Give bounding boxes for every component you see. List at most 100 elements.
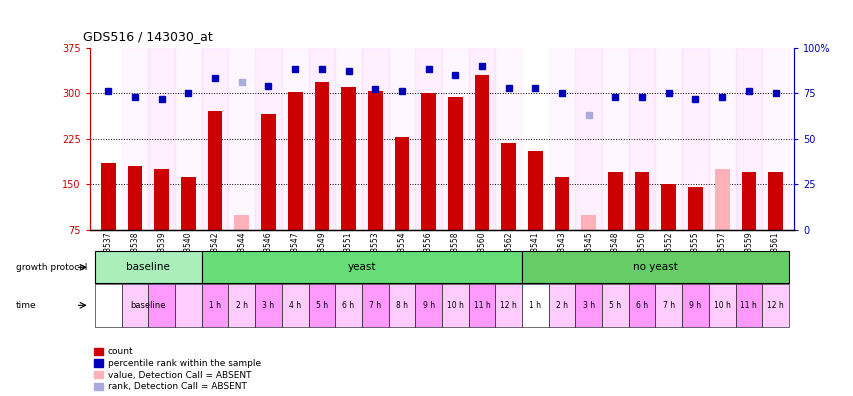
Text: 12 h: 12 h	[500, 301, 516, 310]
Bar	[394, 137, 409, 230]
Bar	[688, 187, 702, 230]
Bar	[388, 48, 415, 230]
Bar	[207, 111, 222, 230]
Bar	[95, 251, 201, 283]
Text: 1 h: 1 h	[529, 301, 541, 310]
Legend: count, percentile rank within the sample, value, Detection Call = ABSENT, rank, : count, percentile rank within the sample…	[94, 347, 260, 392]
Bar	[581, 215, 595, 230]
Bar	[281, 48, 308, 230]
Bar	[308, 284, 335, 327]
Bar	[628, 284, 655, 327]
Bar	[762, 284, 788, 327]
Text: 10 h: 10 h	[713, 301, 730, 310]
Bar	[362, 48, 388, 230]
Bar	[628, 48, 655, 230]
Bar	[521, 251, 788, 283]
Bar	[181, 177, 195, 230]
Bar	[708, 48, 734, 230]
Bar	[287, 92, 302, 230]
Text: 9 h: 9 h	[422, 301, 434, 310]
Bar	[122, 48, 148, 230]
Bar	[734, 284, 762, 327]
Text: 11 h: 11 h	[473, 301, 490, 310]
Text: 6 h: 6 h	[635, 301, 647, 310]
Bar	[607, 172, 622, 230]
Bar	[229, 284, 255, 327]
Bar	[261, 114, 276, 230]
Bar	[415, 48, 442, 230]
Bar	[575, 284, 601, 327]
Text: 2 h: 2 h	[555, 301, 567, 310]
Bar	[415, 284, 442, 327]
Bar	[655, 48, 682, 230]
Bar	[548, 48, 575, 230]
Bar	[634, 172, 648, 230]
Bar	[554, 177, 569, 230]
Text: 3 h: 3 h	[582, 301, 594, 310]
Text: 5 h: 5 h	[609, 301, 621, 310]
Bar	[341, 87, 356, 230]
Bar	[175, 48, 201, 230]
Bar	[601, 284, 628, 327]
Text: 7 h: 7 h	[368, 301, 380, 310]
Bar	[362, 284, 388, 327]
Bar	[255, 48, 281, 230]
Bar	[235, 215, 249, 230]
Bar	[601, 48, 628, 230]
Bar	[442, 284, 468, 327]
Bar	[468, 284, 495, 327]
Bar	[708, 284, 734, 327]
Bar	[548, 284, 575, 327]
Bar	[128, 166, 142, 230]
Bar	[148, 284, 175, 327]
Text: 3 h: 3 h	[262, 301, 274, 310]
Text: yeast: yeast	[347, 262, 375, 272]
Bar	[521, 284, 548, 327]
Text: 2 h: 2 h	[235, 301, 247, 310]
Bar	[229, 48, 255, 230]
Text: baseline: baseline	[131, 301, 166, 310]
Bar	[734, 48, 762, 230]
Text: baseline: baseline	[126, 262, 170, 272]
Text: 8 h: 8 h	[396, 301, 408, 310]
Text: time: time	[15, 301, 37, 310]
Bar	[682, 284, 708, 327]
Bar	[154, 169, 169, 230]
Bar	[740, 172, 755, 230]
Bar	[762, 48, 788, 230]
Bar	[442, 48, 468, 230]
Bar	[655, 284, 682, 327]
Bar	[314, 82, 328, 230]
Bar	[448, 97, 462, 230]
Text: no yeast: no yeast	[632, 262, 677, 272]
Bar	[335, 48, 362, 230]
Bar	[388, 284, 415, 327]
Bar	[661, 184, 676, 230]
Bar	[682, 48, 708, 230]
Bar	[495, 48, 521, 230]
Bar	[281, 284, 308, 327]
Bar	[421, 93, 435, 230]
Text: 5 h: 5 h	[316, 301, 328, 310]
Text: 10 h: 10 h	[446, 301, 463, 310]
Bar	[368, 91, 382, 230]
Bar	[474, 75, 489, 230]
Bar	[575, 48, 601, 230]
Text: 1 h: 1 h	[209, 301, 221, 310]
Bar	[527, 151, 542, 230]
Bar	[201, 251, 521, 283]
Text: 4 h: 4 h	[289, 301, 301, 310]
Bar	[175, 284, 201, 327]
Bar	[255, 284, 281, 327]
Bar	[201, 284, 229, 327]
Bar	[308, 48, 335, 230]
Text: 7 h: 7 h	[662, 301, 674, 310]
Bar	[148, 48, 175, 230]
Text: 12 h: 12 h	[766, 301, 783, 310]
Bar	[501, 143, 515, 230]
Bar	[95, 284, 122, 327]
Text: growth protocol: growth protocol	[15, 263, 87, 272]
Bar	[122, 284, 148, 327]
Bar	[201, 48, 229, 230]
Bar	[101, 163, 115, 230]
